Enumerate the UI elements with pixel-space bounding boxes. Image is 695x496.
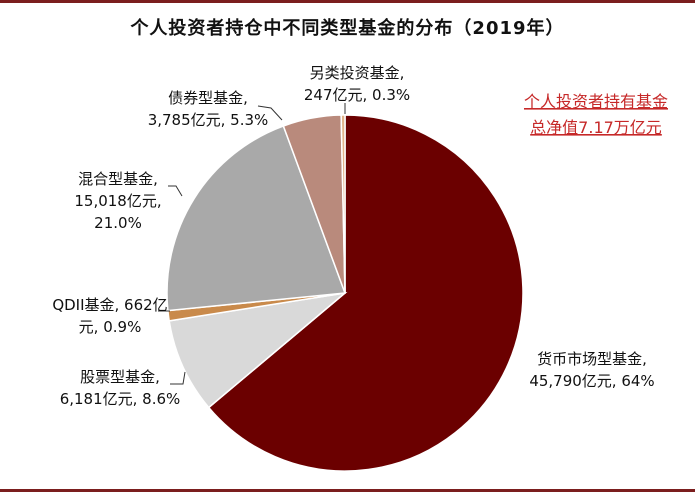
pie-slice-0 <box>207 114 524 472</box>
slice-label-4-line-0: 债券型基金, <box>168 89 248 107</box>
leader-line-3 <box>168 185 183 197</box>
slice-label-3-line-2: 21.0% <box>94 214 142 232</box>
total-note-line-2: 总净值7.17万亿元 <box>530 118 662 137</box>
slice-label-5-line-1: 247亿元, 0.3% <box>304 86 410 104</box>
pie-slice-5 <box>340 114 346 294</box>
slice-label-2-line-1: 元, 0.9% <box>79 318 142 336</box>
bottom-rule <box>0 489 695 492</box>
leader-line-1 <box>170 371 186 385</box>
pie-slice-3 <box>166 125 347 312</box>
leader-line-4 <box>257 105 283 121</box>
slice-label-4-line-1: 3,785亿元, 5.3% <box>148 111 269 129</box>
total-note-line-1: 个人投资者持有基金 <box>524 92 668 111</box>
pie-slice-1 <box>168 291 348 409</box>
slice-label-0-line-1: 45,790亿元, 64% <box>529 372 654 390</box>
slice-label-1-line-0: 股票型基金, <box>80 368 160 386</box>
slice-label-5-line-0: 另类投资基金, <box>310 64 405 82</box>
pie-slices <box>166 114 524 472</box>
slice-label-0-line-0: 货币市场型基金, <box>537 350 647 368</box>
slice-label-3-line-1: 15,018亿元, <box>74 192 161 210</box>
slice-label-3-line-0: 混合型基金, <box>78 170 158 188</box>
chart-title: 个人投资者持仓中不同类型基金的分布（2019年） <box>130 18 565 39</box>
slice-label-1-line-1: 6,181亿元, 8.6% <box>60 390 181 408</box>
leader-lines <box>158 103 346 385</box>
slice-label-2-line-0: QDII基金, 662亿 <box>52 296 167 314</box>
slice-labels: 货币市场型基金, 45,790亿元, 64% 股票型基金, 6,181亿元, 8.6%… <box>52 64 654 408</box>
top-rule <box>0 0 695 3</box>
